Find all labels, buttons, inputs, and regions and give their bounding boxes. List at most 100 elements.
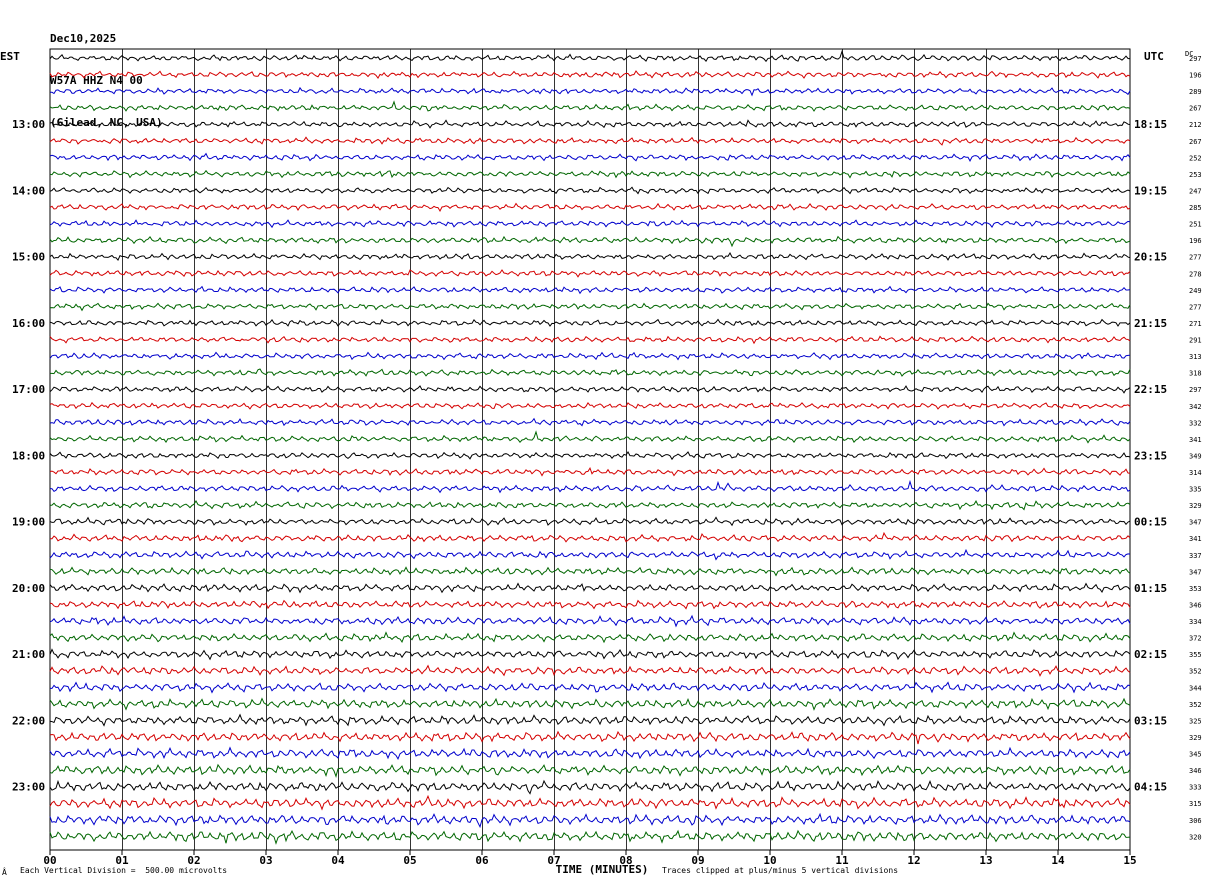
trace-line <box>49 169 1131 179</box>
plot-frame <box>49 48 1131 851</box>
trace-line <box>49 829 1131 845</box>
trace-line <box>49 119 1131 129</box>
trace-line <box>49 385 1131 394</box>
left-hour-label: 17:00 <box>12 383 45 396</box>
trace-line <box>49 697 1131 711</box>
trace-line <box>49 746 1131 761</box>
trace-line <box>49 582 1131 594</box>
x-tick-label: 07 <box>547 854 560 867</box>
trace-line <box>49 812 1131 829</box>
dc-offset-label: 347 <box>1189 519 1202 527</box>
dc-offset-label: 277 <box>1189 303 1202 311</box>
x-axis-label: TIME (MINUTES) <box>556 863 649 876</box>
dc-offset-label: 332 <box>1189 419 1202 427</box>
trace-line <box>49 235 1131 248</box>
header-station: W57A HHZ N4 00 <box>50 74 143 87</box>
dc-offset-label: 346 <box>1189 767 1202 775</box>
x-tick-label: 09 <box>691 854 704 867</box>
trace-line <box>49 285 1131 295</box>
dc-offset-label: 314 <box>1189 469 1202 477</box>
dc-offset-label: 285 <box>1189 204 1202 212</box>
corner-mark: Â <box>2 868 7 877</box>
trace-line <box>49 152 1131 162</box>
left-hour-label: 21:00 <box>12 648 45 661</box>
left-hour-label: 13:00 <box>12 118 45 131</box>
trace-line <box>49 614 1131 628</box>
trace-line <box>49 417 1131 427</box>
trace-line <box>49 730 1131 745</box>
dc-offset-label: 329 <box>1189 502 1202 510</box>
trace-line <box>49 100 1131 112</box>
right-hour-label: 00:15 <box>1134 516 1167 529</box>
dc-offset-label: 278 <box>1189 270 1202 278</box>
dc-offset-label: 313 <box>1189 353 1202 361</box>
x-tick-label: 06 <box>475 854 489 867</box>
trace-line <box>49 713 1131 727</box>
right-hour-label: 03:15 <box>1134 714 1167 727</box>
right-hour-label: 19:15 <box>1134 184 1167 197</box>
trace-line <box>49 794 1131 811</box>
dc-offset-label: 353 <box>1189 585 1202 593</box>
dc-offset-label: 320 <box>1189 833 1202 841</box>
dc-offset-label: 291 <box>1189 337 1202 345</box>
trace-line <box>49 49 1131 63</box>
dc-offset-label: 267 <box>1189 105 1202 113</box>
right-hour-label: 21:15 <box>1134 317 1167 330</box>
x-tick-label: 00 <box>43 854 56 867</box>
trace-line <box>49 466 1131 477</box>
trace-line <box>49 302 1131 312</box>
dc-offset-label: 345 <box>1189 751 1202 759</box>
trace-line <box>49 430 1131 444</box>
x-tick-label: 03 <box>259 854 272 867</box>
trace-line <box>49 136 1131 146</box>
right-hour-label: 02:15 <box>1134 648 1167 661</box>
dc-offset-label: 315 <box>1189 800 1202 808</box>
dc-offset-label: 249 <box>1189 287 1202 295</box>
x-tick-label: 12 <box>907 854 920 867</box>
right-timezone-label: UTC <box>1144 50 1164 63</box>
trace-line <box>50 86 1131 97</box>
scale-note: Each Vertical Division = 500.00 microvol… <box>20 866 228 875</box>
dc-offset-label: 347 <box>1189 568 1202 576</box>
trace-line <box>49 202 1131 213</box>
header-date: Dec10,2025 <box>50 32 117 45</box>
right-hour-label: 01:15 <box>1134 582 1167 595</box>
dc-offset-label: 335 <box>1189 486 1202 494</box>
trace-line <box>49 479 1131 494</box>
trace-line <box>49 664 1131 677</box>
dc-offset-label: 342 <box>1189 403 1202 411</box>
dc-offset-label: 346 <box>1189 601 1202 609</box>
dc-offset-label: 318 <box>1189 370 1202 378</box>
left-timezone-label: EST <box>0 50 20 63</box>
right-hour-label: 22:15 <box>1134 383 1167 396</box>
dc-offset-label: 247 <box>1189 187 1202 195</box>
trace-line <box>49 500 1131 511</box>
trace-line <box>49 516 1131 527</box>
x-tick-label: 13 <box>979 854 992 867</box>
dc-offset-label: 289 <box>1189 88 1202 96</box>
x-tick-label: 15 <box>1123 854 1136 867</box>
dc-offset-label: 196 <box>1189 237 1202 245</box>
trace-line <box>49 318 1131 327</box>
dc-offset-label: 325 <box>1189 717 1202 725</box>
trace-line <box>49 566 1131 577</box>
left-hour-label: 18:00 <box>12 449 45 462</box>
left-hour-label: 19:00 <box>12 516 45 529</box>
trace-line <box>49 779 1131 795</box>
trace-line <box>49 531 1131 543</box>
dc-offset-label: 253 <box>1189 171 1202 179</box>
dc-offset-label: 341 <box>1189 436 1202 444</box>
left-hour-label: 16:00 <box>12 317 45 330</box>
dc-offset-label: 297 <box>1189 55 1202 63</box>
dc-offset-label: 271 <box>1189 320 1202 328</box>
trace-line <box>49 401 1131 410</box>
trace-line <box>50 368 1131 377</box>
x-tick-label: 05 <box>403 854 416 867</box>
chart-header: Dec10,2025 W57A HHZ N4 00 (Gilead, NC, U… <box>50 4 163 144</box>
left-hour-label: 15:00 <box>12 251 45 264</box>
trace-line <box>49 269 1131 278</box>
right-hour-label: 18:15 <box>1134 118 1167 131</box>
dc-offset-label: 251 <box>1189 221 1202 229</box>
dc-offset-label: 344 <box>1189 684 1202 692</box>
dc-offset-label: 212 <box>1189 121 1202 129</box>
